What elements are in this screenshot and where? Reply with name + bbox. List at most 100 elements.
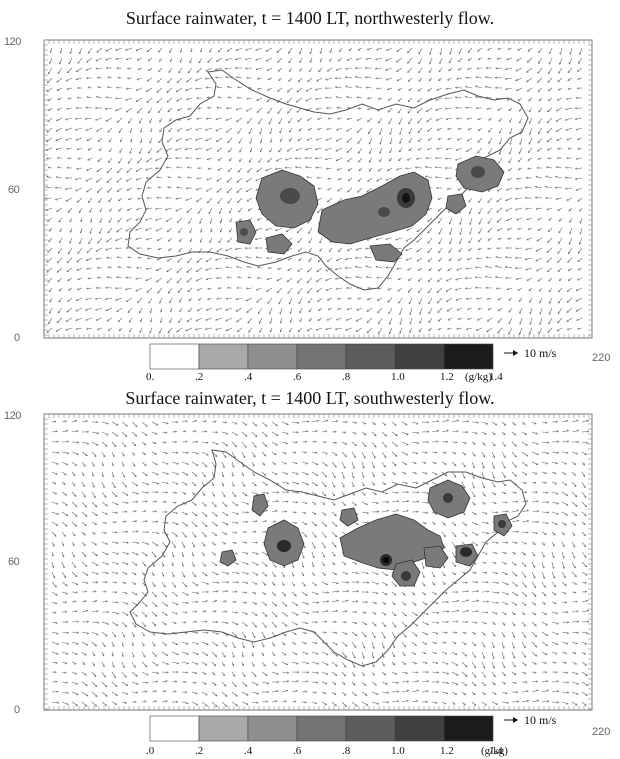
wind-vector-head [555,129,559,132]
wind-vector [61,561,65,569]
wind-vector-head [95,318,99,321]
wind-vector [351,431,357,435]
wind-vector-head [74,494,77,497]
wind-vector [505,266,513,269]
wind-vector-head [196,260,199,263]
wind-vector-head [555,119,558,122]
wind-vector-head [266,68,269,71]
wind-vector [506,187,513,191]
wind-vector-head [463,476,466,479]
wind-vector [81,451,88,457]
wind-vector-head [374,433,377,437]
wind-vector-head [298,329,301,333]
wind-vector-head [175,511,178,515]
wind-vector-head [524,196,527,200]
wind-vector-head [298,129,301,132]
wind-vector [576,157,583,160]
wind-vector [131,571,137,576]
wind-vector-head [82,484,85,488]
x-tick-right: 220 [592,726,611,738]
wind-vector-head [155,463,158,466]
wind-vector [331,471,336,479]
wind-vector [528,137,533,145]
wind-vector-head [122,464,125,467]
wind-vector [298,297,303,305]
wind-vector [488,147,493,155]
wind-vector-head [264,574,267,577]
wind-vector [305,97,313,102]
wind-vector-head [235,48,239,51]
wind-vector [421,451,428,454]
wind-vector-head [126,58,129,61]
wind-vector-head [124,485,127,488]
wind-vector-head [106,180,109,183]
wind-vector [356,97,363,99]
wind-vector-head [423,461,427,464]
wind-vector-head [205,327,208,331]
wind-vector [106,167,113,174]
wind-vector [260,137,263,144]
wind-vector-head [236,120,239,123]
wind-vector-head [174,501,177,504]
wind-vector [47,97,53,102]
wind-vector [178,247,183,252]
wind-vector [231,541,237,544]
wind-vector-head [335,287,338,290]
wind-vector-head [153,584,156,587]
wind-vector-head [343,503,346,506]
wind-vector-head [305,501,308,505]
wind-vector [241,451,246,458]
wind-vector [290,317,293,323]
colorbar-swatch [247,343,298,370]
wind-vector-head [65,503,68,506]
wind-vector-head [235,58,238,61]
wind-vector [341,561,347,565]
wind-vector [539,307,543,315]
wind-vector-head [322,563,325,567]
wind-vector-head [508,168,511,172]
wind-vector [475,85,483,89]
wind-vector-head [86,96,89,99]
wind-vector [168,237,173,242]
wind-vector-head [123,475,126,478]
wind-vector [471,481,475,489]
wind-vector-head [373,422,376,425]
wind-vector-head [586,441,589,445]
wind-vector-head [284,166,287,170]
wind-vector-head [167,186,170,189]
wind-vector [49,297,53,303]
wind-vector [131,451,135,456]
wind-vector [561,451,569,454]
wind-vector [251,491,259,495]
wind-vector [105,307,113,311]
wind-vector-head [56,270,60,273]
wind-vector-head [443,523,446,526]
wind-vector-head [535,196,538,199]
wind-vector [95,67,103,70]
wind-vector-head [129,130,132,133]
wind-vector [137,187,143,190]
wind-vector-head [354,562,358,565]
wind-vector [476,257,483,259]
wind-vector [531,461,539,465]
wind-vector-head [96,180,99,183]
wind-vector [505,197,513,201]
wind-vector-head [57,251,61,254]
wind-vector [407,47,413,54]
wind-vector-head [542,555,545,558]
wind-vector-head [514,197,518,200]
wind-vector-head [427,129,430,132]
wind-vector-head [142,573,146,576]
wind-vector-head [167,80,170,84]
wind-vector-head [194,474,198,477]
wind-vector [515,187,523,190]
wind-vector-head [173,545,176,548]
wind-vector-head [366,190,369,193]
colorbar-tick-label: .4 [244,371,253,383]
wind-vector [567,77,573,81]
wind-vector-head [518,151,521,155]
wind-vector-head [75,77,79,81]
wind-vector [161,571,165,577]
wind-vector-head [505,198,508,202]
wind-vector [437,207,443,212]
